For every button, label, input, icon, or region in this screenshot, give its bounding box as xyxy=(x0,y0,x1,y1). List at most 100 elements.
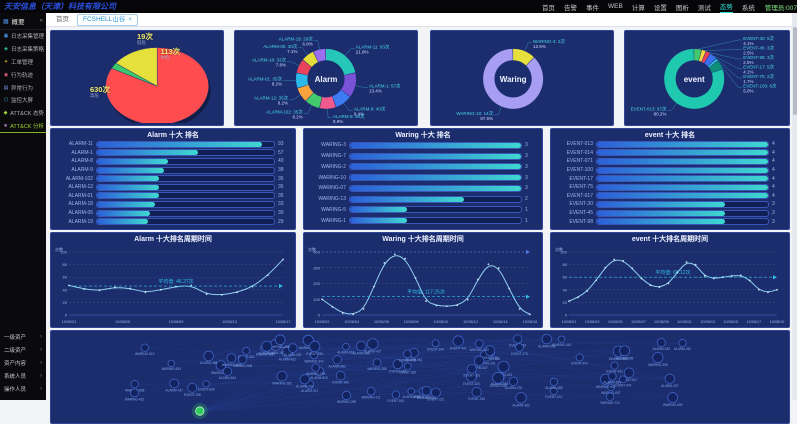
sidebar-bottom-item-3[interactable]: 系统人员› xyxy=(0,370,46,383)
data-point xyxy=(595,279,597,281)
bar-label: ALARM-102 xyxy=(57,176,93,182)
bar-value: 3 xyxy=(772,219,783,225)
nav-item-WEB[interactable]: WEB xyxy=(608,3,623,10)
nav-item-设置[interactable]: 设置 xyxy=(654,2,667,12)
sidebar-header[interactable]: ▦ 概要 « xyxy=(0,13,46,30)
sidebar-item-3[interactable]: ◉行为轨迹 xyxy=(0,68,46,81)
graph-node-label: ALARM-336 xyxy=(653,347,671,351)
donut-label-pct: 7.8% xyxy=(276,63,286,68)
panel-attack-graph: ALARM-321EVENT-944WARING-282ALARM-951EVE… xyxy=(50,330,790,424)
donut-leader-line xyxy=(355,86,368,88)
graph-svg: ALARM-321EVENT-944WARING-282ALARM-951EVE… xyxy=(53,331,787,421)
sidebar-bottom-item-4[interactable]: 操作人员› xyxy=(0,383,46,396)
bar-track xyxy=(96,175,275,182)
graph-node-label: WARING-605 xyxy=(663,403,683,407)
graph-node xyxy=(275,335,285,345)
bar-fill xyxy=(597,159,768,164)
data-point xyxy=(640,278,642,280)
data-point xyxy=(613,259,615,261)
donut-leader-line xyxy=(298,48,307,55)
graph-node xyxy=(170,379,179,388)
nav-item-事件[interactable]: 事件 xyxy=(586,2,599,12)
sidebar-bottom-item-0[interactable]: 一级资产› xyxy=(0,330,46,343)
sidebar-bottom-menu: 一级资产›二级资产›资产内容›系统人员›操作人员› xyxy=(0,330,46,396)
data-point xyxy=(776,289,778,291)
graph-node xyxy=(243,347,250,354)
sidebar-item-5[interactable]: ⬡监控大屏 xyxy=(0,94,46,107)
user-label[interactable]: 管理员:007 xyxy=(765,2,797,12)
nav-item-计算[interactable]: 计算 xyxy=(632,2,645,12)
x-tick-label: 10/08/19 xyxy=(770,320,785,324)
nav-item-系统[interactable]: 系统 xyxy=(742,2,755,12)
tab-close-icon[interactable]: × xyxy=(128,15,132,25)
sidebar-item-7[interactable]: ★ATT&CK 分析 xyxy=(0,119,46,133)
nav-item-测试[interactable]: 测试 xyxy=(698,2,711,12)
nav-item-图析[interactable]: 图析 xyxy=(676,2,689,12)
bar-label: EVENT-100 xyxy=(557,167,593,173)
sidebar-header-label: 概要 xyxy=(12,16,25,26)
sidebar-item-label: 日志采集管理 xyxy=(11,32,44,40)
donut-leader-line xyxy=(698,40,742,49)
donut-label-pct: 21.9% xyxy=(356,50,369,55)
sidebar-bottom-item-1[interactable]: 二级资产› xyxy=(0,343,46,356)
data-point xyxy=(749,279,751,281)
graph-node xyxy=(542,334,552,344)
sidebar-item-2[interactable]: ✦工单管理 xyxy=(0,56,46,69)
x-tick-label: 10/08/08 xyxy=(404,320,419,324)
attack-graph-chart: ALARM-321EVENT-944WARING-282ALARM-951EVE… xyxy=(53,331,787,421)
data-point xyxy=(282,259,284,261)
sidebar-item-1[interactable]: ◈日志采集策略 xyxy=(0,43,46,56)
bar-track xyxy=(96,218,275,225)
sidebar-item-icon: ▤ xyxy=(3,85,9,91)
graph-node xyxy=(475,340,483,348)
collapse-icon[interactable]: « xyxy=(40,18,43,24)
bar-label: WARING-5 xyxy=(310,207,346,213)
data-point xyxy=(488,263,490,265)
nav-item-告警[interactable]: 告警 xyxy=(564,2,577,12)
nav-item-态势[interactable]: 态势 xyxy=(720,1,733,13)
graph-node-label: WARING-386 xyxy=(367,367,387,371)
sidebar-item-label: 监控大屏 xyxy=(11,96,33,104)
y-tick-label: 300 xyxy=(313,265,320,270)
graph-node-label: EVENT-191 xyxy=(545,395,562,399)
bar-value: 30 xyxy=(278,210,289,216)
sidebar-item-6[interactable]: ◆ATT&CK 态势 xyxy=(0,107,46,120)
data-point xyxy=(568,300,570,302)
max-line-arrow xyxy=(526,250,530,254)
graph-node-label: ALARM-368 xyxy=(200,361,218,365)
x-tick-label: 10/08/02 xyxy=(315,320,330,324)
data-point xyxy=(704,275,706,277)
sidebar-item-icon: ★ xyxy=(3,123,8,129)
y-tick-label: 0 xyxy=(318,313,321,318)
bar-track xyxy=(349,196,522,203)
data-point xyxy=(659,286,661,288)
tab-home[interactable]: 首页 xyxy=(51,15,74,25)
scrollbar-track[interactable] xyxy=(792,13,797,400)
bar-value: 4 xyxy=(772,184,783,190)
y-tick-label: 200 xyxy=(313,281,320,286)
bar-value: 3 xyxy=(772,201,783,207)
bar-track xyxy=(596,167,769,174)
sidebar-item-4[interactable]: ▤异常行为 xyxy=(0,81,46,94)
data-point xyxy=(145,291,147,293)
x-tick-label: 10/08/01 xyxy=(562,320,577,324)
tab-current[interactable]: FCSHELL山谷 × xyxy=(77,14,138,26)
graph-node-label: WARING-508 xyxy=(233,364,253,368)
nav-item-首页[interactable]: 首页 xyxy=(542,2,555,12)
bar-fill xyxy=(97,150,198,155)
bar-label: EVENT-98 xyxy=(557,219,593,225)
graph-node xyxy=(657,338,665,346)
sidebar-bottom-item-2[interactable]: 资产内容› xyxy=(0,356,46,369)
scrollbar-thumb[interactable] xyxy=(793,27,797,115)
sidebar-item-icon: ▣ xyxy=(3,33,9,39)
donut-leader-line xyxy=(525,43,532,51)
sidebar-item-0[interactable]: ▣日志采集管理 xyxy=(0,30,46,43)
graph-node-label: ALARM-437 xyxy=(661,384,679,388)
graph-node xyxy=(404,363,411,370)
